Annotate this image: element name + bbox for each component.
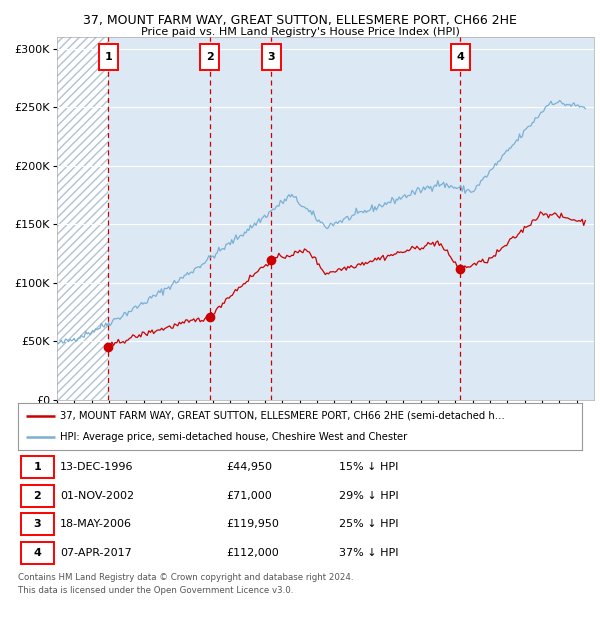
- Bar: [57, 37, 108, 400]
- Text: 4: 4: [456, 52, 464, 62]
- Text: 25% ↓ HPI: 25% ↓ HPI: [340, 520, 399, 529]
- FancyBboxPatch shape: [98, 44, 118, 70]
- Text: 1: 1: [104, 52, 112, 62]
- Text: 1: 1: [34, 462, 41, 472]
- FancyBboxPatch shape: [21, 485, 53, 507]
- Text: 15% ↓ HPI: 15% ↓ HPI: [340, 462, 399, 472]
- Bar: [57, 37, 108, 400]
- Text: 4: 4: [33, 548, 41, 558]
- Text: Price paid vs. HM Land Registry's House Price Index (HPI): Price paid vs. HM Land Registry's House …: [140, 27, 460, 37]
- FancyBboxPatch shape: [21, 542, 53, 564]
- FancyBboxPatch shape: [21, 513, 53, 535]
- Text: 37, MOUNT FARM WAY, GREAT SUTTON, ELLESMERE PORT, CH66 2HE: 37, MOUNT FARM WAY, GREAT SUTTON, ELLESM…: [83, 14, 517, 27]
- FancyBboxPatch shape: [262, 44, 281, 70]
- Text: 2: 2: [206, 52, 214, 62]
- Text: Contains HM Land Registry data © Crown copyright and database right 2024.: Contains HM Land Registry data © Crown c…: [18, 574, 353, 583]
- Text: £112,000: £112,000: [227, 548, 280, 558]
- Text: 37, MOUNT FARM WAY, GREAT SUTTON, ELLESMERE PORT, CH66 2HE (semi-detached h…: 37, MOUNT FARM WAY, GREAT SUTTON, ELLESM…: [60, 410, 505, 420]
- FancyBboxPatch shape: [200, 44, 220, 70]
- Text: 18-MAY-2006: 18-MAY-2006: [60, 520, 133, 529]
- Text: 37% ↓ HPI: 37% ↓ HPI: [340, 548, 399, 558]
- FancyBboxPatch shape: [451, 44, 470, 70]
- Text: 13-DEC-1996: 13-DEC-1996: [60, 462, 134, 472]
- Text: 07-APR-2017: 07-APR-2017: [60, 548, 132, 558]
- Text: £71,000: £71,000: [227, 490, 272, 500]
- Text: 01-NOV-2002: 01-NOV-2002: [60, 490, 134, 500]
- Text: 3: 3: [34, 520, 41, 529]
- Text: 2: 2: [34, 490, 41, 500]
- Text: 3: 3: [268, 52, 275, 62]
- Text: £119,950: £119,950: [227, 520, 280, 529]
- Text: £44,950: £44,950: [227, 462, 272, 472]
- FancyBboxPatch shape: [21, 456, 53, 478]
- Text: HPI: Average price, semi-detached house, Cheshire West and Chester: HPI: Average price, semi-detached house,…: [60, 432, 407, 442]
- Text: This data is licensed under the Open Government Licence v3.0.: This data is licensed under the Open Gov…: [18, 586, 293, 595]
- Text: 29% ↓ HPI: 29% ↓ HPI: [340, 490, 399, 500]
